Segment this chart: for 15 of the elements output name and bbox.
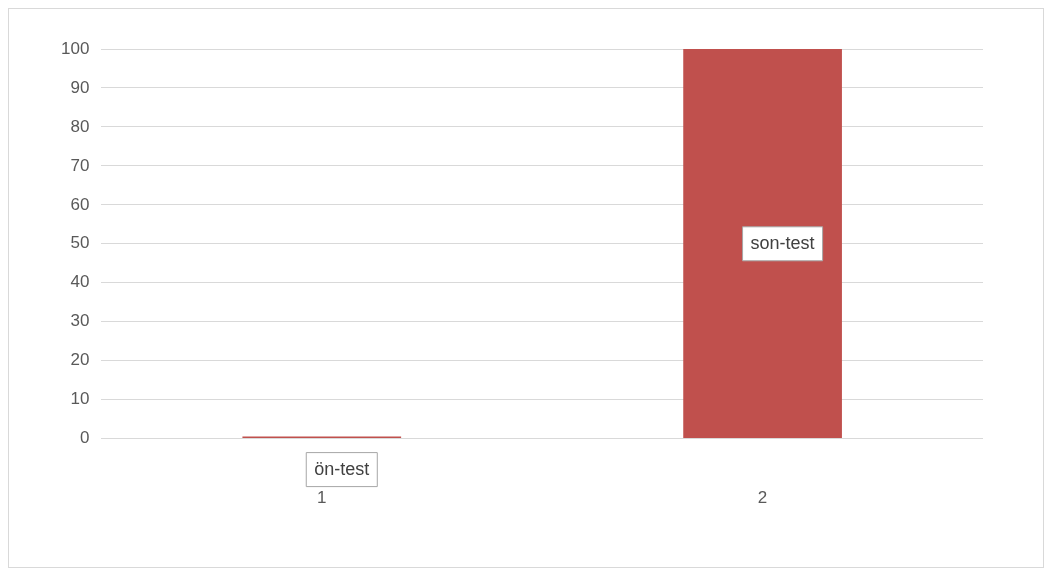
x-tick-label: 1 — [317, 488, 327, 508]
y-tick-label: 30 — [70, 311, 90, 331]
x-tick-label: 2 — [757, 488, 768, 508]
y-tick-label: 70 — [70, 155, 90, 175]
y-tick-label: 60 — [70, 194, 90, 214]
y-tick-label: 40 — [70, 272, 90, 292]
y-tick-label: 50 — [70, 233, 90, 253]
y-tick-label: 80 — [70, 116, 90, 136]
y-tick-label: 20 — [70, 350, 90, 370]
y-tick-label: 0 — [79, 428, 90, 448]
y-tick-label: 100 — [60, 38, 90, 58]
annotation: son-test — [750, 232, 815, 253]
y-tick-label: 90 — [70, 77, 90, 97]
text: ön-test — [314, 458, 370, 479]
y-tick-label: 10 — [70, 389, 90, 409]
